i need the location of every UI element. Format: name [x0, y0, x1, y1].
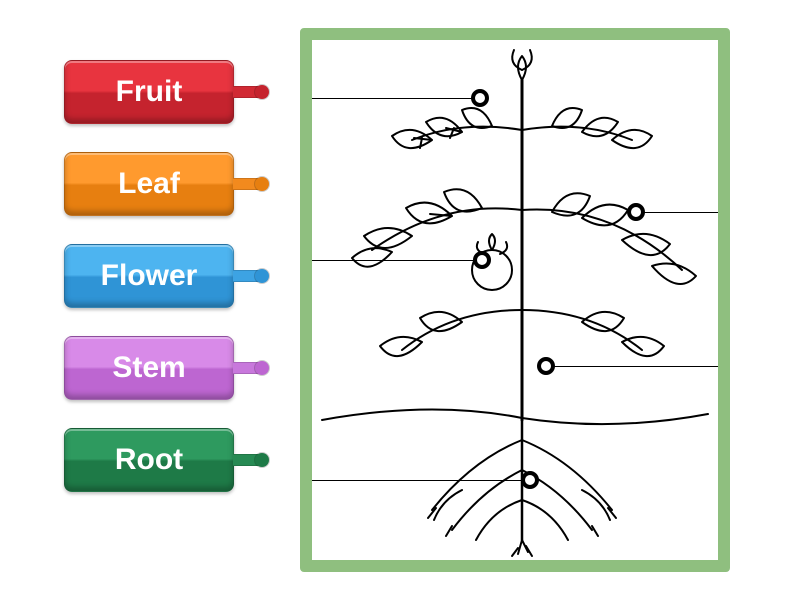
label-text: Flower: [101, 259, 198, 293]
label-text: Leaf: [118, 167, 180, 201]
marker-leaf[interactable]: [627, 203, 645, 221]
leader-line: [554, 366, 718, 367]
marker-root[interactable]: [521, 471, 539, 489]
label-chip-leaf[interactable]: Leaf: [64, 152, 234, 216]
label-text: Fruit: [116, 75, 183, 109]
label-text: Stem: [112, 351, 185, 385]
leader-line: [644, 212, 718, 213]
plant-illustration: [312, 40, 718, 560]
leader-line: [312, 98, 472, 99]
label-chip-stem[interactable]: Stem: [64, 336, 234, 400]
label-chip-root[interactable]: Root: [64, 428, 234, 492]
marker-flower-top[interactable]: [471, 89, 489, 107]
label-chip-fruit[interactable]: Fruit: [64, 60, 234, 124]
diagram-frame: [300, 28, 730, 572]
marker-fruit[interactable]: [473, 251, 491, 269]
marker-stem[interactable]: [537, 357, 555, 375]
label-text: Root: [115, 443, 183, 477]
label-chip-flower[interactable]: Flower: [64, 244, 234, 308]
leader-line: [312, 480, 522, 481]
leader-line: [312, 260, 474, 261]
